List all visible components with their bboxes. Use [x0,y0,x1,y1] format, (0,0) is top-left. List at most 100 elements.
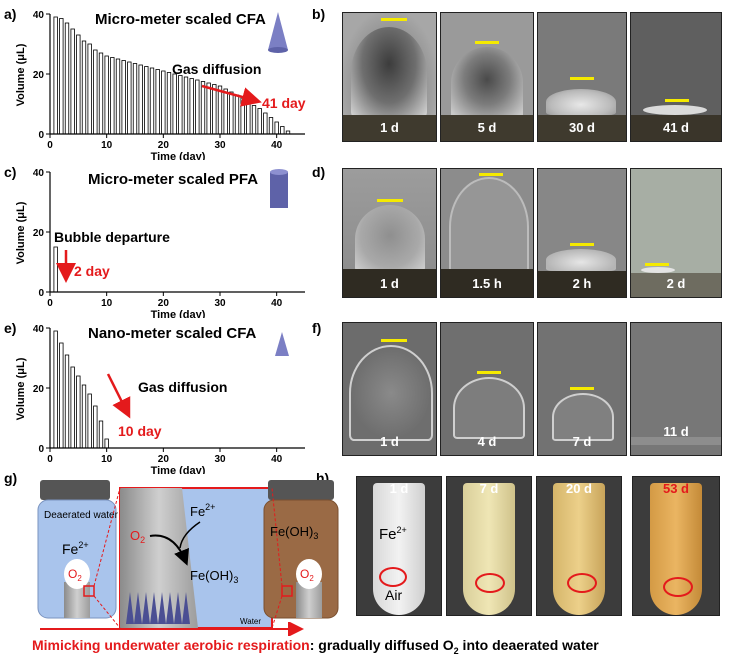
y-tick-label: 40 [33,324,45,335]
bar [59,18,64,135]
chart-e-xlabel: Time (day) [151,465,206,474]
chart-e-title: Nano-meter scaled CFA [88,325,257,342]
x-tick-label: 0 [47,454,53,465]
bar [189,78,194,135]
reaction-arrow [149,534,189,566]
zoom-ion: Fe2+ [190,502,215,519]
left-zoom-box [83,585,95,597]
x-tick-label: 30 [214,298,226,309]
bar [200,81,206,135]
bar [115,58,121,135]
cylinder-top [270,169,288,175]
chart-a-annotation: Gas diffusion [172,61,261,77]
bar [64,354,70,449]
photo-caption: 11 d [663,424,689,439]
bar [87,393,92,449]
y-tick-label: 0 [38,288,44,299]
photo-f-1: 1 d [342,322,437,456]
chart-c-title: Micro-meter scaled PFA [88,171,258,188]
bar [104,55,109,135]
x-tick-label: 10 [101,454,113,465]
y-tick-label: 20 [33,384,45,395]
bar [59,342,64,449]
tube-photo-3: 20 d [536,476,622,616]
right-bubble [296,559,322,589]
bar [149,67,155,135]
x-tick-label: 30 [214,454,226,465]
bar [280,126,285,135]
bar [195,79,200,135]
tube-ring [663,577,693,597]
caption-sub: 2 [453,645,459,656]
bar [76,375,81,449]
left-bubble [64,559,90,589]
bar [64,22,70,135]
bar [121,60,126,135]
caption-black: : gradually diffused O [309,637,454,653]
bar [172,73,177,135]
bar [81,40,87,135]
chart-e-ylabel: Volume (μL) [15,357,27,420]
x-tick-label: 40 [271,298,283,309]
small-cone-icon [275,332,289,356]
bar [87,43,92,135]
chart-e-arrow [106,373,131,419]
y-tick-label: 20 [33,228,45,239]
chart-a-title: Micro-meter scaled CFA [95,11,266,28]
panel-label-a: a) [4,6,17,22]
bar [240,97,245,135]
chart-e: Nano-meter scaled CFA 0 10 20 30 40 0 20 40 Gas… [15,324,305,474]
left-ion: Fe2+ [62,540,89,557]
chart-a-day-label: 41 day [262,95,306,111]
photo-d-3: 2 h [537,168,627,298]
tube-ion-label: Fe2+ [379,525,407,543]
bar [76,34,81,135]
bar [234,94,240,135]
photo-caption: 4 d [477,434,497,449]
figure-caption: Mimicking underwater aerobic respiration… [32,637,599,656]
bar [166,72,172,135]
bar [155,69,160,135]
bottom-arrow [40,622,304,636]
photo-b-2: 5 d [440,12,534,142]
bar [206,82,211,135]
chart-a-bars [53,16,291,135]
right-product: Fe(OH)3 [270,524,318,541]
photo-caption: 41 d [662,120,689,135]
bar [257,108,262,135]
ion-arrow [179,521,201,549]
tube-caption: 1 d [389,481,409,496]
cone-base [268,47,288,53]
x-tick-label: 20 [158,140,170,151]
zoom-water: Water [240,617,261,626]
x-tick-label: 40 [271,140,283,151]
right-jar-lid [268,480,334,500]
zoom-product: Fe(OH)3 [190,568,238,585]
panel-label-d: d) [312,164,326,180]
chart-c-xlabel: Time (day) [151,309,206,318]
chart-c-ylabel: Volume (μL) [15,201,27,264]
cone-icon [268,12,288,50]
photo-f-4: 11 d [630,322,722,456]
tube-air-label: Air [385,587,403,603]
left-jar-lid [40,480,110,500]
bar [98,420,104,449]
cylinder-icon [270,172,288,208]
x-tick-label: 10 [101,140,113,151]
schematic-g: Deaerated water Fe2+ O2 Fe2+ O2 Fe(OH)3 … [37,480,339,629]
chart-a-axes: 0 10 20 30 40 0 20 40 [33,10,305,151]
bubble-b1 [351,27,427,119]
panel-label-e: e) [4,320,17,336]
bar [53,330,58,449]
bar [178,75,183,135]
nano-cones [126,592,190,624]
bar [53,246,58,293]
bar [98,52,104,135]
bar [70,28,75,135]
photo-d-1: 1 d [342,168,437,298]
bar [274,121,279,135]
chart-a: Micro-meter scaled CFA 0 10 20 30 40 0 20 40 Ga… [15,10,306,160]
right-gas: O2 [300,567,314,583]
photo-b-1: 1 d [342,12,437,142]
x-tick-label: 40 [271,454,283,465]
